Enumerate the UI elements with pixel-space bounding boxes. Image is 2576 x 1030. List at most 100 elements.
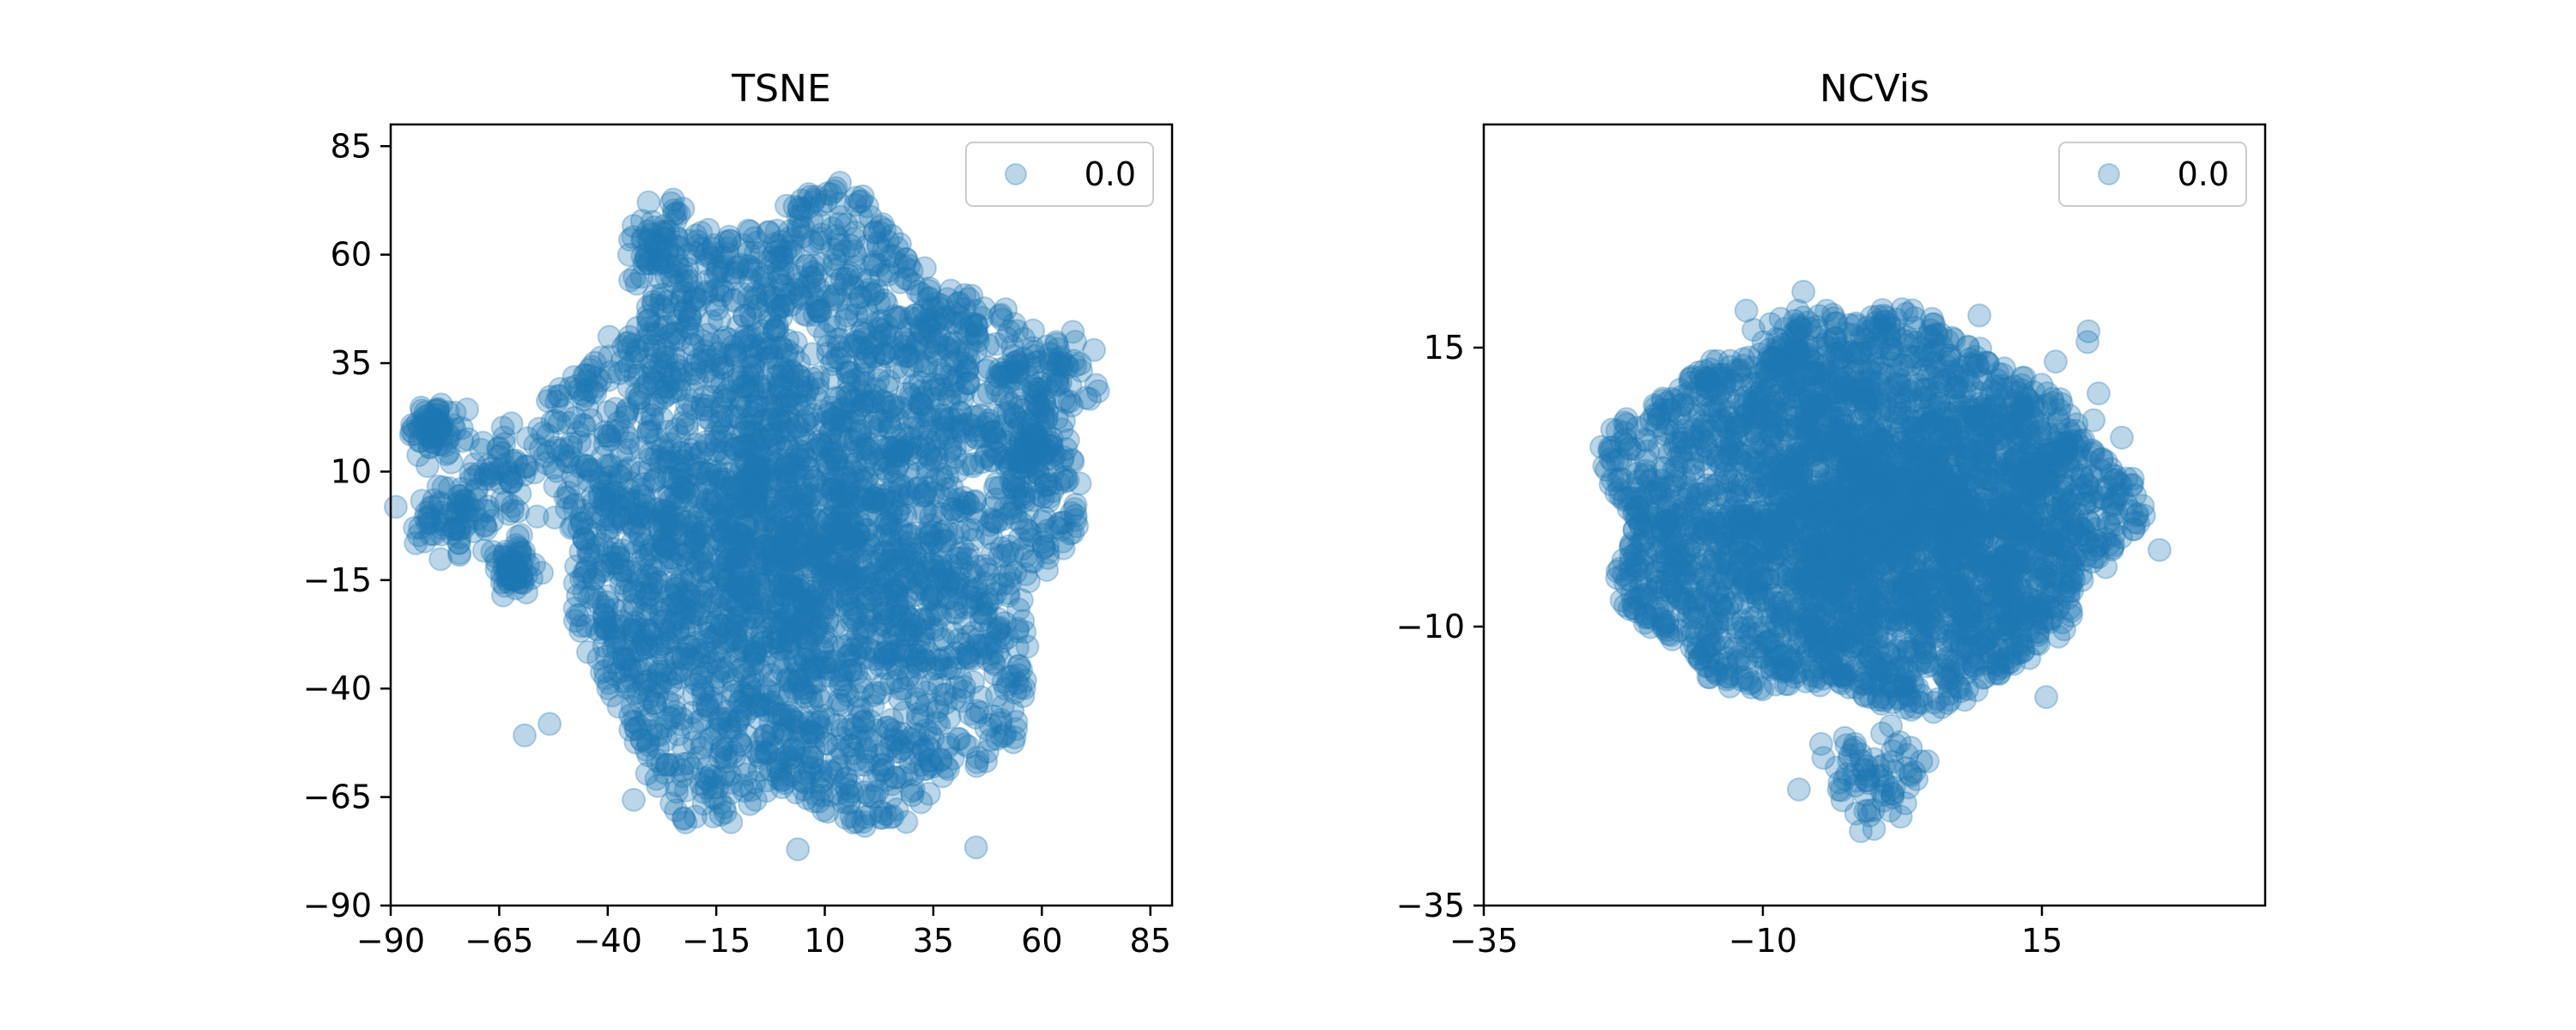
- tsne-point: [670, 706, 695, 731]
- tsne-point: [920, 372, 945, 397]
- tsne-point: [779, 417, 804, 442]
- tsne-point: [643, 468, 668, 493]
- tsne-point: [815, 566, 840, 591]
- tsne-point: [597, 344, 622, 369]
- tsne-point: [834, 766, 859, 791]
- tsne-point: [617, 354, 641, 379]
- tsne-point: [501, 499, 525, 524]
- tsne-point: [833, 307, 858, 331]
- tsne-point: [983, 426, 1008, 451]
- tsne-point: [996, 584, 1021, 609]
- tsne-point: [1006, 450, 1031, 475]
- tsne-point: [592, 610, 617, 635]
- tsne-point: [793, 275, 817, 300]
- tsne-point: [582, 522, 607, 547]
- tsne-point: [860, 441, 884, 465]
- tsne-point: [745, 470, 770, 494]
- tsne-point: [1001, 730, 1026, 754]
- tsne-point: [835, 592, 860, 617]
- tsne-point: [991, 360, 1016, 385]
- tsne-point: [989, 361, 1014, 385]
- tsne-point: [618, 617, 643, 642]
- tsne-point: [729, 733, 754, 757]
- tsne-point: [878, 527, 902, 552]
- tsne-point: [471, 430, 495, 455]
- tsne-point: [890, 644, 915, 669]
- tsne-point: [962, 564, 987, 589]
- tsne-point: [800, 231, 825, 256]
- tsne-point: [569, 614, 594, 639]
- tsne-point: [653, 760, 677, 785]
- tsne-point: [947, 645, 972, 670]
- tsne-x-tick-label: 10: [804, 922, 845, 960]
- tsne-point: [732, 694, 757, 719]
- tsne-point: [847, 695, 871, 720]
- tsne-point: [905, 563, 930, 588]
- tsne-point: [1009, 657, 1034, 682]
- tsne-point: [980, 506, 1005, 531]
- tsne-point: [972, 571, 997, 596]
- tsne-point: [957, 592, 981, 617]
- tsne-point: [854, 518, 878, 542]
- tsne-point: [867, 583, 892, 608]
- tsne-point: [890, 736, 914, 761]
- tsne-point: [764, 336, 789, 360]
- tsne-point: [413, 400, 438, 425]
- tsne-point: [509, 565, 534, 590]
- tsne-point: [399, 419, 424, 444]
- tsne-point: [811, 530, 835, 554]
- tsne-point: [644, 766, 669, 791]
- tsne-point: [851, 488, 876, 512]
- tsne-x-tick-label: 85: [1130, 922, 1171, 960]
- tsne-point: [872, 288, 897, 312]
- tsne-point: [941, 330, 966, 354]
- tsne-point: [954, 342, 979, 367]
- tsne-point: [743, 482, 768, 507]
- tsne-point: [602, 597, 627, 622]
- tsne-point: [679, 452, 704, 477]
- tsne-x-tick-label: −90: [356, 922, 425, 960]
- tsne-point: [1014, 518, 1039, 542]
- tsne-point: [871, 488, 896, 512]
- tsne-x-tick-label: 60: [1021, 922, 1062, 960]
- tsne-point: [526, 416, 551, 441]
- tsne-point: [594, 644, 619, 669]
- tsne-point: [762, 317, 787, 342]
- tsne-point: [896, 458, 920, 483]
- tsne-point: [878, 785, 903, 809]
- tsne-point: [713, 325, 738, 350]
- tsne-point: [624, 271, 649, 296]
- tsne-point: [578, 542, 603, 567]
- tsne-point: [933, 566, 957, 591]
- tsne-point: [592, 603, 617, 627]
- tsne-point: [754, 264, 779, 289]
- tsne-point: [945, 726, 970, 751]
- tsne-point: [959, 283, 984, 308]
- tsne-point: [761, 573, 786, 598]
- tsne-point: [731, 574, 756, 599]
- tsne-point: [730, 773, 755, 798]
- tsne-point: [818, 548, 843, 573]
- tsne-point: [809, 474, 834, 499]
- tsne-point: [868, 805, 893, 830]
- tsne-point: [861, 683, 885, 707]
- tsne-point: [698, 488, 723, 512]
- tsne-point: [588, 368, 613, 393]
- tsne-point: [865, 557, 890, 582]
- tsne-point: [492, 425, 517, 450]
- tsne-point: [918, 523, 943, 548]
- tsne-point: [736, 685, 761, 710]
- tsne-point: [637, 415, 662, 439]
- tsne-point: [600, 683, 624, 708]
- tsne-point: [682, 730, 707, 755]
- tsne-point: [988, 615, 1012, 640]
- tsne-point: [921, 587, 946, 612]
- tsne-point: [696, 575, 720, 600]
- tsne-point: [778, 762, 803, 787]
- tsne-point: [653, 512, 677, 536]
- tsne-point: [988, 711, 1013, 736]
- tsne-point: [764, 218, 789, 243]
- tsne-point: [1021, 318, 1046, 342]
- tsne-point: [794, 745, 819, 770]
- tsne-point: [808, 764, 833, 789]
